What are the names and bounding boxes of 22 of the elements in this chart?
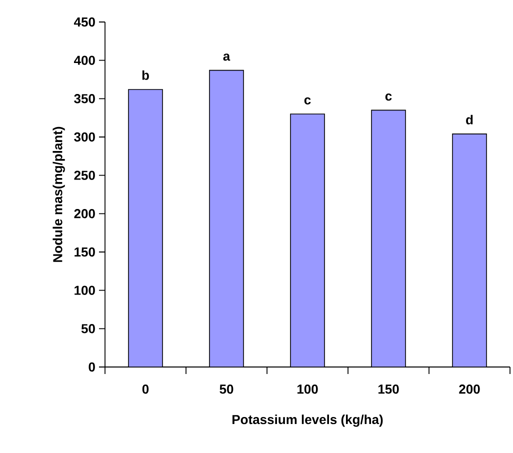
y-tick-label: 450 xyxy=(74,17,95,27)
y-tick-label: 250 xyxy=(74,170,95,180)
x-axis-title: Potassium levels (kg/ha) xyxy=(232,414,383,427)
x-tick-label: 0 xyxy=(142,384,149,394)
annotation: a xyxy=(223,54,230,61)
y-tick-label: 300 xyxy=(74,132,95,142)
x-tick-label: 50 xyxy=(220,384,234,394)
y-tick-label: 200 xyxy=(74,209,95,218)
y-tick-label: 100 xyxy=(74,286,95,295)
y-tick-label: 50 xyxy=(81,324,95,334)
y-tick-label: 0 xyxy=(88,362,95,372)
y-axis-title: Nodule mas(mg/plant) xyxy=(52,126,65,262)
x-tick-label: 150 xyxy=(378,384,399,394)
x-tick-label: 200 xyxy=(459,384,480,394)
annotation: d xyxy=(466,114,473,124)
annotation: c xyxy=(385,94,392,101)
y-tick-label: 400 xyxy=(74,56,95,65)
annotation: b xyxy=(142,70,149,80)
x-tick-label: 100 xyxy=(297,384,318,394)
y-tick-label: 150 xyxy=(74,247,95,257)
y-tick-label: 350 xyxy=(74,94,95,104)
annotation: c xyxy=(304,97,311,104)
